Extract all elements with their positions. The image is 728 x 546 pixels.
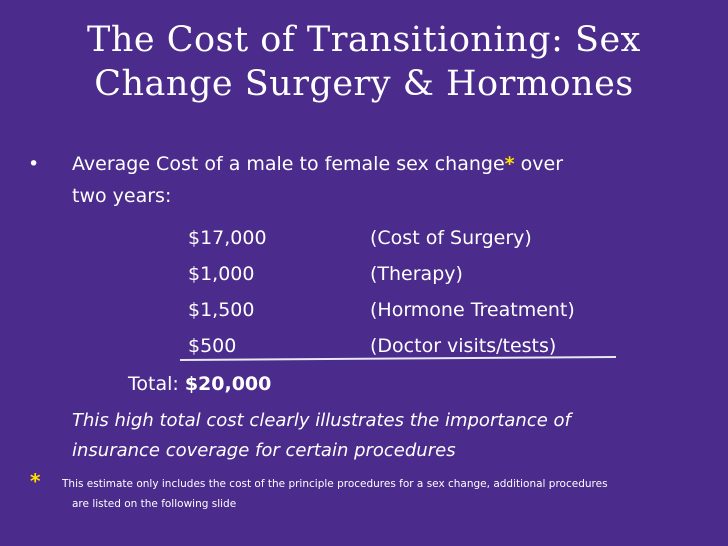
total-label: Total: [128, 373, 185, 395]
bullet-text: over [514, 153, 564, 175]
bullet-line: two years: [72, 185, 172, 207]
cost-description: (Hormone Treatment) [370, 299, 575, 321]
cost-amount: $500 [188, 335, 237, 357]
footnote-marker: * [30, 469, 41, 493]
total-amount: $20,000 [184, 373, 272, 395]
footnote-line: are listed on the following slide [72, 498, 237, 510]
footnote-line: This estimate only includes the cost of … [62, 478, 608, 490]
title-line: Change Surgery & Hormones [94, 64, 634, 104]
cost-amount: $1,500 [188, 299, 255, 321]
asterisk: * [504, 153, 515, 175]
bullet-text: Average Cost of a male to female sex cha… [72, 153, 505, 175]
title-line: The Cost of Transitioning: Sex [87, 20, 641, 60]
note-line: insurance coverage for certain procedure… [72, 440, 456, 461]
cost-description: (Cost of Surgery) [370, 227, 532, 249]
bullet-line: Average Cost of a male to female sex cha… [72, 152, 563, 176]
cost-description: (Doctor visits/tests) [370, 335, 557, 357]
total-line: Total: $20,000 [128, 372, 271, 396]
cost-description: (Therapy) [370, 263, 463, 285]
sum-underline [179, 356, 617, 361]
cost-amount: $17,000 [188, 227, 267, 249]
note-line: This high total cost clearly illustrates… [72, 410, 571, 431]
bullet-dot: • [28, 153, 40, 175]
cost-amount: $1,000 [188, 263, 255, 285]
